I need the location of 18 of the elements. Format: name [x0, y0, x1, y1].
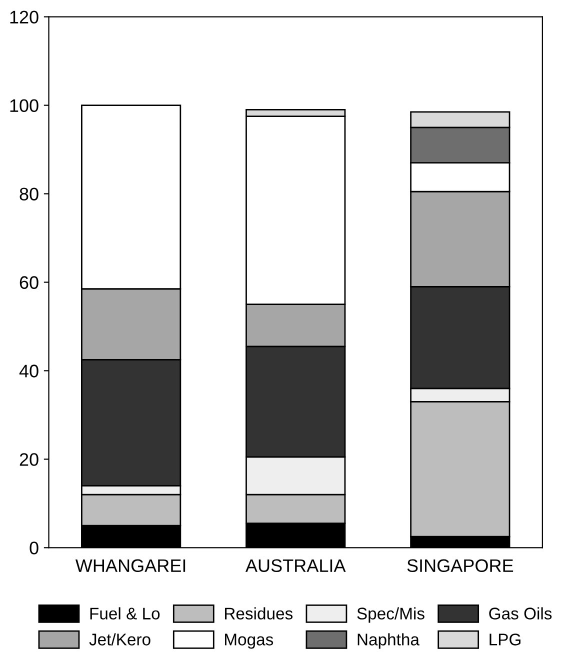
legend-label: Naphtha [358, 633, 420, 649]
x-tick-label: SINGAPORE [407, 559, 514, 572]
y-tick-label: 0 [30, 542, 38, 554]
legend-label: Spec/Mis [357, 607, 424, 623]
legend-label: Gas Oils [489, 607, 552, 620]
y-tick-label: 120 [10, 10, 38, 24]
legend-label: Mogas [225, 634, 274, 649]
legend-label: LPG [490, 634, 520, 646]
legend-label: Fuel & Lo [90, 607, 160, 620]
y-tick-label: 80 [20, 188, 38, 200]
y-tick-label: 40 [19, 364, 38, 378]
y-tick-label: 100 [10, 99, 38, 112]
y-tick-label: 20 [20, 453, 38, 466]
y-tick-label: 60 [20, 276, 38, 289]
x-tick-label: WHANGAREI [75, 559, 186, 572]
legend-label: Residues [225, 607, 293, 620]
x-tick-label: AUSTRALIA [245, 559, 346, 572]
legend-label: Jet/Kero [89, 633, 150, 646]
